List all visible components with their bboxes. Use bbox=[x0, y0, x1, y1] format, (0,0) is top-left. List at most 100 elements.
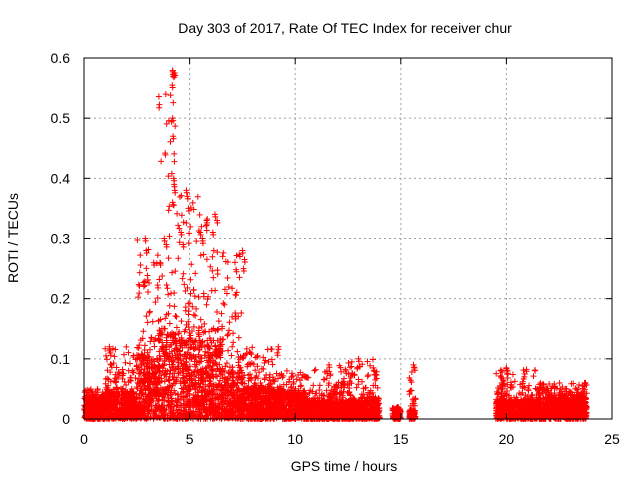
data-point-marker bbox=[214, 249, 221, 256]
data-point-marker bbox=[111, 353, 118, 360]
data-point-marker bbox=[138, 392, 145, 399]
data-point-marker bbox=[204, 343, 211, 350]
data-point-marker bbox=[279, 374, 286, 381]
data-point-marker bbox=[209, 363, 216, 370]
data-point-marker bbox=[236, 373, 243, 380]
data-point-marker bbox=[257, 387, 264, 394]
data-point-marker bbox=[242, 389, 249, 396]
data-point-marker bbox=[226, 327, 233, 334]
data-point-marker bbox=[102, 390, 109, 397]
data-point-marker bbox=[120, 385, 127, 392]
data-point-marker bbox=[146, 370, 153, 377]
data-point-marker bbox=[263, 372, 270, 379]
data-point-marker bbox=[297, 369, 304, 376]
data-point-marker bbox=[220, 336, 227, 343]
data-point-marker bbox=[212, 287, 219, 294]
data-point-marker bbox=[229, 343, 236, 350]
data-point-marker bbox=[240, 407, 247, 414]
data-point-marker bbox=[190, 412, 197, 419]
data-point-marker bbox=[158, 158, 165, 165]
data-point-marker bbox=[132, 375, 139, 382]
data-point-marker bbox=[162, 151, 169, 158]
data-point-marker bbox=[154, 295, 161, 302]
data-point-marker bbox=[213, 309, 220, 316]
data-point-marker bbox=[190, 402, 197, 409]
data-point-marker bbox=[191, 293, 198, 300]
data-point-marker bbox=[219, 395, 226, 402]
data-point-marker bbox=[105, 397, 112, 404]
data-point-marker bbox=[235, 334, 242, 341]
data-point-marker bbox=[145, 371, 152, 378]
data-point-marker bbox=[225, 347, 232, 354]
chart-title: Day 303 of 2017, Rate Of TEC Index for r… bbox=[178, 20, 512, 36]
data-point-marker bbox=[225, 382, 232, 389]
data-point-marker bbox=[174, 356, 181, 363]
data-point-marker bbox=[228, 368, 235, 375]
data-point-marker bbox=[260, 354, 267, 361]
data-point-marker bbox=[137, 369, 144, 376]
data-point-marker bbox=[224, 332, 231, 339]
data-point-marker bbox=[111, 391, 118, 398]
data-point-marker bbox=[210, 391, 217, 398]
data-point-marker bbox=[141, 342, 148, 349]
data-point-marker bbox=[152, 299, 159, 306]
data-point-marker bbox=[297, 383, 304, 390]
data-point-marker bbox=[221, 286, 228, 293]
data-point-marker bbox=[261, 359, 268, 366]
data-point-marker bbox=[177, 365, 184, 372]
data-point-marker bbox=[232, 309, 239, 316]
data-point-marker bbox=[195, 293, 202, 300]
data-point-marker bbox=[144, 319, 151, 326]
data-point-marker bbox=[248, 351, 255, 358]
data-point-marker bbox=[233, 289, 240, 296]
data-point-marker bbox=[161, 378, 168, 385]
data-point-marker bbox=[182, 415, 189, 422]
data-point-marker bbox=[109, 345, 116, 352]
data-point-marker bbox=[214, 327, 221, 334]
data-point-marker bbox=[265, 390, 272, 397]
data-point-marker bbox=[172, 268, 179, 275]
data-point-marker bbox=[205, 390, 212, 397]
data-point-marker bbox=[261, 408, 268, 415]
data-point-marker bbox=[222, 390, 229, 397]
data-point-marker bbox=[229, 364, 236, 371]
data-point-marker bbox=[207, 263, 214, 270]
data-point-marker bbox=[160, 343, 167, 350]
data-point-marker bbox=[189, 380, 196, 387]
data-point-marker bbox=[134, 236, 141, 243]
data-point-marker bbox=[84, 415, 91, 422]
data-point-marker bbox=[178, 212, 185, 219]
data-point-marker bbox=[208, 405, 215, 412]
data-point-marker bbox=[227, 382, 234, 389]
data-point-marker bbox=[210, 274, 217, 281]
data-point-marker bbox=[184, 284, 191, 291]
data-point-marker bbox=[169, 329, 176, 336]
data-point-marker bbox=[283, 367, 290, 374]
data-point-marker bbox=[167, 92, 174, 99]
data-point-marker bbox=[200, 385, 207, 392]
data-point-marker bbox=[252, 367, 259, 374]
data-point-marker bbox=[268, 356, 275, 363]
data-point-marker bbox=[218, 341, 225, 348]
data-point-marker bbox=[125, 367, 132, 374]
data-point-marker bbox=[231, 394, 238, 401]
data-point-marker bbox=[142, 386, 149, 393]
data-point-marker bbox=[127, 377, 134, 384]
data-point-marker bbox=[190, 287, 197, 294]
data-point-marker bbox=[203, 256, 210, 263]
data-point-marker bbox=[146, 279, 153, 286]
data-point-marker bbox=[157, 384, 164, 391]
data-point-marker bbox=[180, 407, 187, 414]
data-point-marker bbox=[240, 406, 247, 413]
data-points bbox=[81, 67, 590, 422]
data-point-marker bbox=[192, 386, 199, 393]
data-point-marker bbox=[256, 369, 263, 376]
data-point-marker bbox=[175, 222, 182, 229]
data-point-marker bbox=[187, 276, 194, 283]
data-point-marker bbox=[206, 387, 213, 394]
data-point-marker bbox=[266, 384, 273, 391]
data-point-marker bbox=[189, 396, 196, 403]
data-point-marker bbox=[103, 394, 110, 401]
data-point-marker bbox=[288, 370, 295, 377]
data-point-marker bbox=[156, 276, 163, 283]
